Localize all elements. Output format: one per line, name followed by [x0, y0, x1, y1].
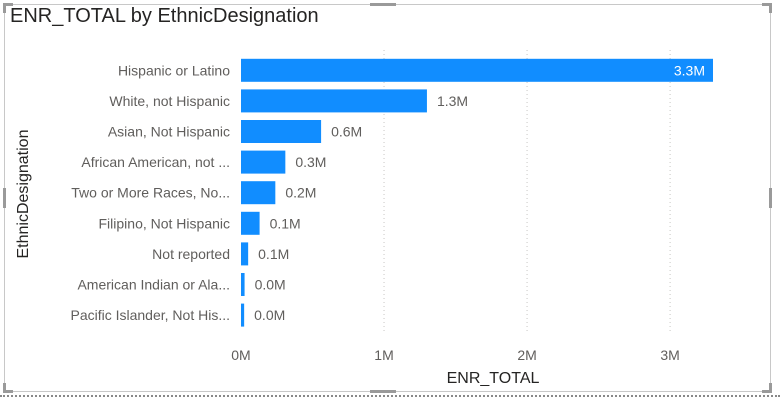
category-label: Pacific Islander, Not His...	[70, 307, 230, 323]
resize-handle-top-left-v[interactable]	[3, 3, 6, 13]
bar	[241, 58, 713, 82]
data-label: 1.3M	[437, 93, 468, 109]
resize-handle-bottom-left[interactable]	[3, 390, 13, 393]
canvas-edge-dotted-line	[0, 395, 780, 397]
data-label: 0.6M	[331, 124, 362, 140]
resize-handle-top-right[interactable]	[762, 3, 772, 6]
category-label: American Indian or Ala...	[77, 277, 230, 293]
category-label: Filipino, Not Hispanic	[99, 215, 231, 231]
resize-handle-right-center[interactable]	[769, 188, 772, 208]
bar	[241, 273, 245, 296]
data-label: 3.3M	[674, 62, 705, 78]
x-tick-label: 1M	[374, 347, 393, 363]
bar	[241, 120, 322, 143]
chart-title: ENR_TOTAL by EthnicDesignation	[10, 5, 319, 27]
category-label: Hispanic or Latino	[118, 62, 230, 78]
bar	[241, 150, 286, 174]
bar	[241, 242, 249, 266]
resize-handle-top-left[interactable]	[3, 3, 13, 6]
category-labels: Hispanic or Latino White, not Hispanic Asi…	[70, 62, 230, 323]
data-labels: 3.3M 1.3M 0.6M 0.3M 0.2M 0.1M 0.1M 0.0M 0.0M	[254, 62, 705, 323]
resize-handle-bottom-center[interactable]	[370, 390, 396, 393]
resize-handle-bottom-right-v[interactable]	[769, 383, 772, 393]
data-label: 0.2M	[285, 185, 316, 201]
x-tick-label: 0M	[231, 347, 250, 363]
bar	[241, 211, 260, 235]
data-label: 0.3M	[295, 154, 326, 170]
x-tick-labels: 0M 1M 2M 3M	[231, 347, 680, 363]
x-tick-label: 3M	[660, 347, 679, 363]
data-label: 0.1M	[258, 246, 289, 262]
category-label: White, not Hispanic	[109, 93, 230, 109]
bar	[241, 181, 276, 205]
resize-handle-top-center[interactable]	[370, 3, 396, 6]
category-label: Two or More Races, No...	[71, 185, 230, 201]
x-axis-title: ENR_TOTAL	[446, 370, 540, 387]
resize-handle-bottom-right[interactable]	[762, 390, 772, 393]
bar	[241, 303, 245, 327]
category-label: Not reported	[152, 246, 230, 262]
data-label: 0.0M	[255, 277, 286, 293]
resize-handle-left-center[interactable]	[3, 188, 6, 208]
resize-handle-top-right-v[interactable]	[769, 3, 772, 13]
category-label: African American, not ...	[81, 154, 230, 170]
category-label: Asian, Not Hispanic	[108, 124, 230, 140]
data-label: 0.1M	[270, 215, 301, 231]
bar	[241, 89, 427, 113]
data-label: 0.0M	[254, 307, 285, 323]
x-tick-label: 2M	[517, 347, 536, 363]
bars	[241, 58, 713, 327]
resize-handle-bottom-left-v[interactable]	[3, 383, 6, 393]
